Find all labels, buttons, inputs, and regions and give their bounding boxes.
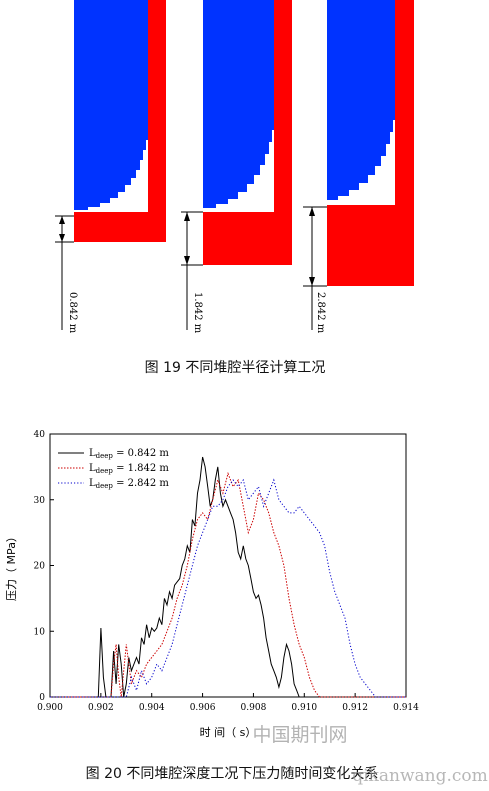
watermark-url: qikanwang.com [352,766,488,786]
legend: Ldeep = 0.842 m Ldeep = 1.842 m Ldeep = 2.… [58,448,169,490]
solid-wall [148,0,166,242]
fluid-region [203,0,274,208]
solid-floor [203,212,292,265]
solid-floor [74,212,166,242]
fluid-region [74,0,148,210]
x-tick-label: 0.910 [291,703,317,713]
y-tick-label: 40 [34,430,46,440]
x-tick-label: 0.914 [393,703,419,713]
series-line-1 [50,456,406,698]
series-line-3 [50,478,406,698]
fluid-region [327,0,395,200]
series-group [50,456,406,698]
y-tick-label: 20 [34,562,46,572]
y-tick-label: 10 [34,627,46,637]
solid-floor [327,205,414,286]
plot-frame [49,433,407,698]
depth-label-3: 2.842 m [315,292,326,334]
solid-wall [274,0,292,265]
dimension-arrows [59,207,315,286]
series-line-2 [50,471,406,698]
figure19-caption: 图 19 不同堆腔半径计算工况 [145,360,326,376]
y-axis-label: 压力（ MPa） [5,531,18,601]
x-axis-label: 时 间（ s） [200,726,257,739]
depth-label-2: 1.842 m [192,292,203,334]
cavity-panel-1 [74,0,166,242]
legend-entry-3: Ldeep = 2.842 m [89,478,169,490]
x-tick-label: 0.900 [37,703,63,713]
legend-entry-2: Ldeep = 1.842 m [89,463,169,475]
watermark-logo: 中国期刊网 [252,724,347,746]
x-axis: 0.900 0.902 0.904 0.906 0.908 0.910 0.912 0.914 [37,693,419,713]
y-tick-label: 30 [34,496,46,506]
depth-label-1: 0.842 m [67,292,78,334]
x-tick-label: 0.906 [190,703,216,713]
cavity-panel-3 [327,0,414,286]
x-tick-label: 0.912 [342,703,368,713]
y-tick-label: 0 [39,693,45,703]
figure20-chart: 0.900 0.902 0.904 0.906 0.908 0.910 0.912 0.914… [5,430,419,782]
cavity-panel-2 [203,0,292,265]
x-tick-label: 0.908 [241,703,267,713]
figure20-caption: 图 20 不同堆腔深度工况下压力随时间变化关系 [86,766,379,782]
x-tick-label: 0.902 [88,703,114,713]
legend-entry-1: Ldeep = 0.842 m [89,448,169,460]
figure19: 0.842 m 1.842 m 2.842 m 图 19 不同堆腔半径计算工况 [55,0,414,376]
x-tick-label: 0.904 [139,703,165,713]
